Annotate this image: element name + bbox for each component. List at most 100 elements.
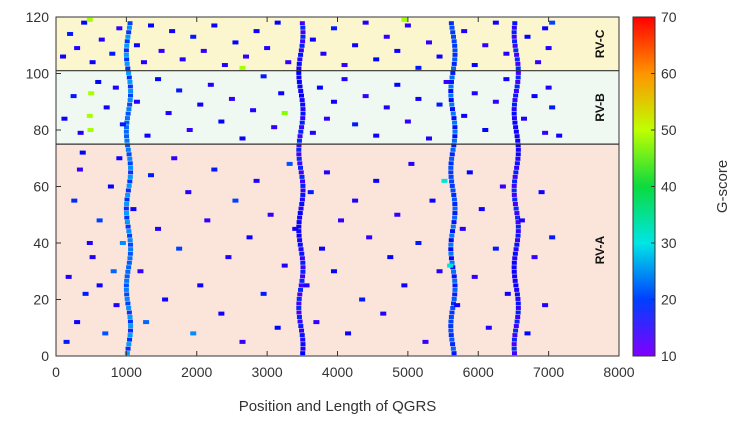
cluster-point — [511, 107, 517, 112]
data-point — [441, 178, 448, 183]
data-point — [169, 29, 176, 34]
data-point — [492, 20, 499, 25]
data-point — [190, 34, 197, 39]
cluster-point — [450, 224, 456, 229]
data-point — [373, 57, 380, 62]
cluster-point — [125, 224, 131, 229]
cluster-point — [515, 61, 521, 66]
cluster-point — [452, 287, 458, 292]
data-point — [260, 74, 267, 79]
band-rv-b — [56, 70, 619, 145]
cluster-point — [300, 25, 306, 30]
cluster-point — [298, 324, 304, 329]
cluster-point — [448, 242, 454, 247]
cluster-point — [300, 179, 306, 184]
cluster-point — [448, 251, 454, 256]
cluster-point — [511, 183, 517, 188]
data-point — [366, 235, 373, 240]
data-point — [362, 94, 369, 99]
cluster-point — [124, 43, 130, 48]
colorbar-tick-label: 50 — [661, 122, 677, 138]
cluster-point — [125, 147, 131, 152]
data-point — [309, 130, 316, 135]
data-point — [429, 198, 436, 203]
data-point — [471, 63, 478, 68]
band-labels: RV-A RV-B RV-C — [593, 29, 607, 264]
cluster-point — [514, 134, 520, 139]
cluster-point — [448, 165, 454, 170]
cluster-point — [126, 25, 132, 30]
data-point — [313, 320, 320, 325]
cluster-point — [515, 305, 521, 310]
data-point — [422, 339, 429, 344]
cluster-point — [127, 84, 133, 89]
data-point — [330, 269, 337, 274]
data-point — [218, 311, 225, 316]
cluster-point — [127, 315, 133, 320]
cluster-point — [128, 89, 134, 94]
cluster-point — [127, 256, 133, 261]
colorbar-title: G-score — [714, 160, 731, 213]
cluster-point — [126, 183, 132, 188]
data-point — [190, 331, 197, 336]
cluster-point — [514, 52, 520, 57]
cluster-point — [513, 283, 519, 288]
cluster-point — [299, 98, 305, 103]
cluster-point — [511, 188, 517, 193]
cluster-point — [514, 84, 520, 89]
data-point — [425, 136, 432, 141]
y-tick-label: 80 — [33, 122, 49, 138]
cluster-point — [513, 125, 519, 130]
cluster-point — [452, 134, 458, 139]
data-point — [436, 54, 443, 59]
data-point — [330, 99, 337, 104]
cluster-point — [451, 66, 457, 71]
data-point — [274, 20, 281, 25]
cluster-point — [449, 179, 455, 184]
data-point — [538, 190, 545, 195]
cluster-point — [515, 296, 521, 301]
cluster-point — [296, 66, 302, 71]
cluster-point — [299, 251, 305, 256]
data-point — [197, 283, 204, 288]
cluster-point — [126, 152, 132, 157]
data-point — [70, 94, 77, 99]
cluster-point — [296, 70, 302, 75]
cluster-point — [514, 287, 520, 292]
cluster-point — [515, 233, 521, 238]
data-point — [61, 116, 68, 121]
cluster-point — [296, 152, 302, 157]
cluster-point — [515, 301, 521, 306]
cluster-point — [513, 89, 519, 94]
cluster-point — [515, 229, 521, 234]
data-point — [110, 269, 117, 274]
cluster-point — [126, 30, 132, 35]
cluster-point — [299, 125, 305, 130]
data-point — [492, 246, 499, 251]
band-label-rv-a: RV-A — [593, 236, 607, 265]
data-point — [246, 235, 253, 240]
cluster-point — [125, 269, 131, 274]
cluster-point — [512, 202, 518, 207]
data-point — [211, 167, 218, 172]
cluster-point — [448, 84, 454, 89]
cluster-point — [512, 274, 518, 279]
data-point — [323, 116, 330, 121]
cluster-point — [451, 197, 457, 202]
data-point — [436, 102, 443, 107]
species-bands — [56, 17, 619, 356]
cluster-point — [124, 220, 130, 225]
colorbar-tick-label: 10 — [661, 348, 677, 364]
cluster-point — [299, 21, 305, 26]
cluster-point — [125, 66, 131, 71]
cluster-point — [300, 351, 306, 356]
cluster-point — [298, 206, 304, 211]
data-point — [394, 82, 401, 87]
data-point — [185, 190, 192, 195]
cluster-point — [451, 274, 457, 279]
data-point — [341, 77, 348, 82]
cluster-point — [298, 283, 304, 288]
cluster-point — [448, 333, 454, 338]
data-point — [524, 331, 531, 336]
cluster-point — [512, 174, 518, 179]
